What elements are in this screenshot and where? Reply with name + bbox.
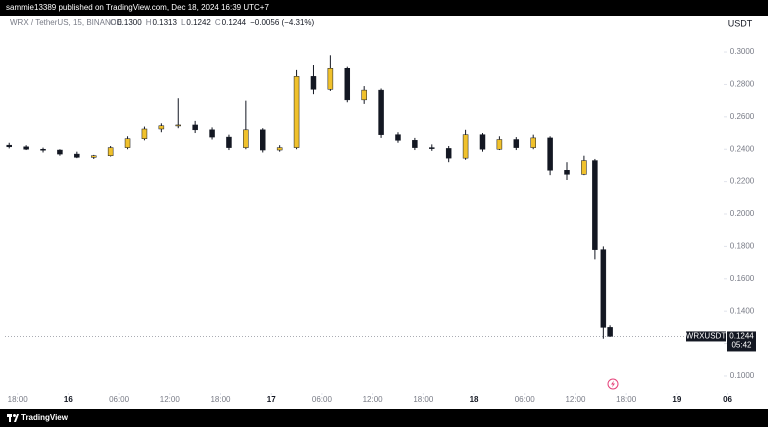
ohlc-change: −0.0056 (−4.31%) — [250, 18, 314, 27]
candle-body — [513, 139, 520, 148]
x-tick-label: 06:00 — [109, 395, 130, 404]
candle-body — [226, 136, 232, 148]
x-tick-label: 18:00 — [616, 395, 637, 404]
last-price-label: 0.1244 — [729, 332, 754, 341]
x-tick-label: 06:00 — [312, 395, 333, 404]
y-tick-label: 0.2000 — [730, 209, 755, 218]
candle-body — [600, 249, 607, 328]
candle-body — [547, 137, 553, 171]
symbol-tag-bg — [686, 331, 726, 342]
ohlc-value: 0.1242 — [186, 18, 211, 27]
candle-body — [141, 128, 148, 139]
x-tick-label: 16 — [64, 395, 73, 404]
candle-body — [90, 155, 97, 158]
candle-body — [209, 129, 215, 138]
countdown: 05:42 — [731, 341, 752, 350]
x-tick-label: 18 — [470, 395, 479, 404]
candle-body — [158, 125, 165, 130]
ohlc-value: 0.1300 — [117, 18, 142, 27]
y-tick-label: 0.1800 — [730, 242, 755, 251]
header-bar — [0, 0, 768, 16]
candle-body — [445, 148, 452, 159]
candle-body — [124, 138, 131, 148]
ohlc-key: H — [146, 18, 152, 27]
candle-body — [40, 148, 46, 151]
x-tick-label: 12:00 — [160, 395, 181, 404]
x-tick-label: 06 — [723, 395, 732, 404]
candles — [6, 55, 613, 339]
y-tick-label: 0.1400 — [730, 306, 755, 315]
last-price-bg — [727, 331, 756, 352]
y-tick-label: 0.2600 — [730, 112, 755, 121]
flash-icon — [607, 378, 619, 390]
candle-body — [479, 134, 486, 150]
x-tick-label: 18:00 — [8, 395, 29, 404]
candle-body — [592, 160, 598, 250]
x-tick-label: 17 — [267, 395, 276, 404]
candle-body — [327, 68, 334, 90]
symbol: WRX / TetherUS, 15, BINANCE — [10, 18, 122, 27]
candle-body — [530, 137, 536, 148]
ohlc-key: O — [110, 18, 116, 27]
published-note: sammie13389 published on TradingView.com… — [6, 3, 269, 12]
y-tick-label: 0.3000 — [730, 47, 755, 56]
candle-body — [175, 124, 181, 127]
y-tick-label: 0.2800 — [730, 80, 755, 89]
candle-body — [429, 147, 435, 149]
candle-body — [462, 134, 469, 159]
footer-bar — [0, 409, 768, 427]
candle-body — [23, 146, 29, 150]
ohlc-value: 0.1244 — [222, 18, 247, 27]
x-tick-label: 18:00 — [210, 395, 231, 404]
candle-body — [6, 144, 12, 148]
x-tick-label: 12:00 — [363, 395, 384, 404]
candle-body — [496, 139, 503, 150]
candle-body — [581, 160, 587, 175]
symbol-tag: WRXUSDT — [686, 332, 727, 341]
y-tick-label: 0.2400 — [730, 144, 755, 153]
y-tick-label: 0.2200 — [730, 177, 755, 186]
candle-body — [607, 327, 613, 337]
brand-name: TradingView — [21, 413, 69, 422]
candle-body — [107, 147, 114, 156]
ohlc-key: C — [215, 18, 221, 27]
candle-body — [412, 140, 418, 148]
x-tick-label: 18:00 — [413, 395, 434, 404]
candle-body — [276, 147, 283, 151]
candle-body — [564, 170, 570, 175]
candle-body — [260, 129, 266, 151]
candle-body — [192, 124, 198, 131]
candle-body — [243, 129, 249, 148]
candle-body — [378, 89, 384, 135]
currency: USDT — [728, 18, 753, 28]
ohlc-value: 0.1313 — [152, 18, 177, 27]
y-tick-label: 0.1000 — [730, 371, 755, 380]
y-tick-label: 0.1600 — [730, 274, 755, 283]
candle-body — [310, 76, 317, 90]
ohlc-key: L — [181, 18, 186, 27]
candle-body — [293, 76, 300, 148]
candle-body — [395, 134, 401, 141]
x-tick-label: 19 — [672, 395, 681, 404]
x-tick-label: 06:00 — [515, 395, 536, 404]
candle-body — [344, 68, 351, 101]
candle-body — [74, 153, 80, 158]
candle-body — [57, 149, 63, 155]
candle-body — [361, 89, 367, 101]
brand-logo — [7, 414, 19, 422]
x-tick-label: 12:00 — [565, 395, 586, 404]
